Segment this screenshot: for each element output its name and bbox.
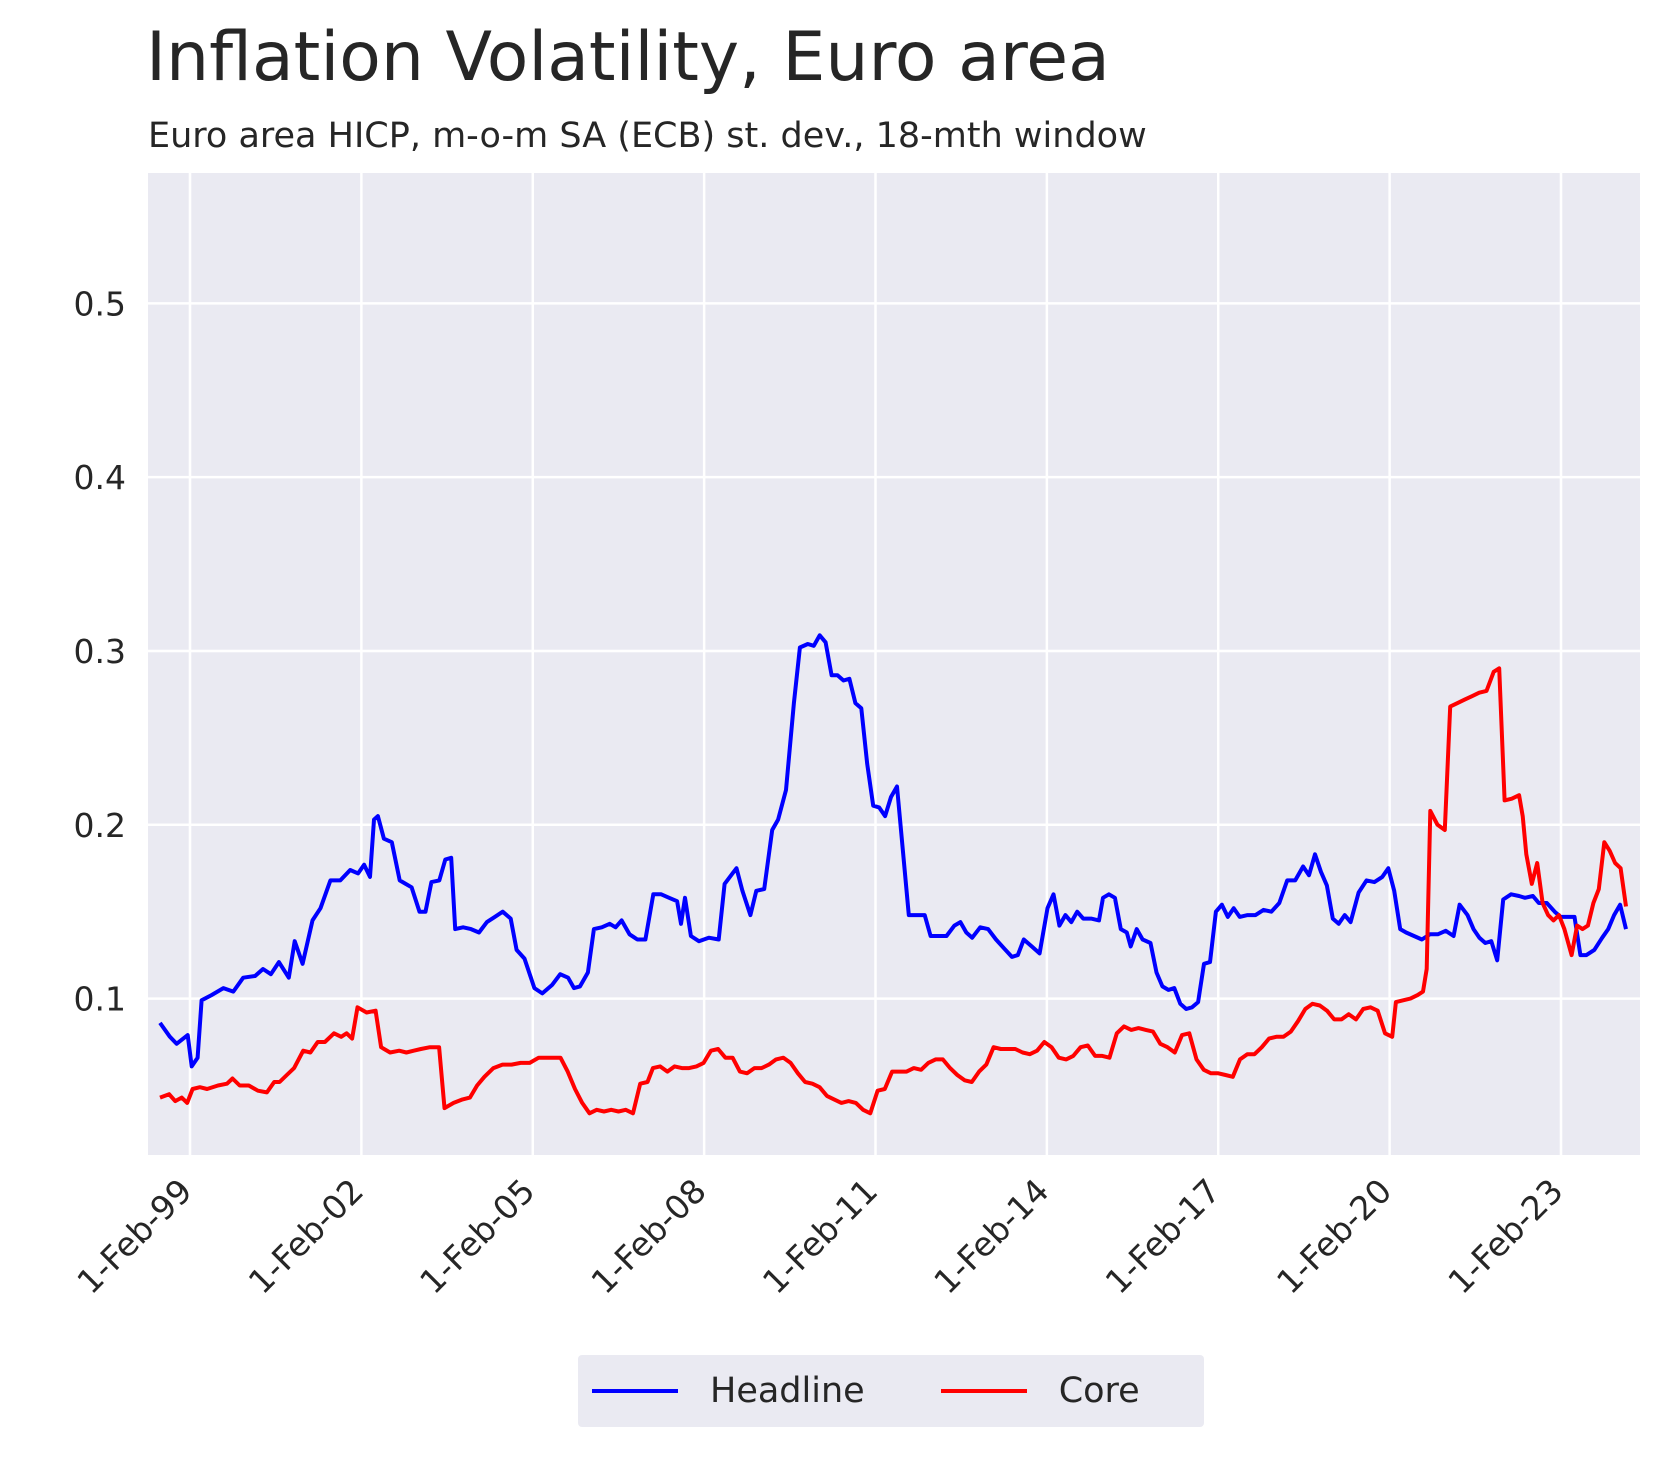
x-tick-label: 1-Feb-20 <box>1269 1171 1399 1301</box>
x-tick-label: 1-Feb-99 <box>69 1171 199 1301</box>
x-tick-label: 1-Feb-02 <box>241 1171 371 1301</box>
series-lines <box>158 633 1628 1116</box>
legend-swatch-headline <box>592 1389 678 1393</box>
chart-subtitle: Euro area HICP, m-o-m SA (ECB) st. dev.,… <box>148 116 1147 156</box>
legend-label-headline: Headline <box>710 1371 865 1411</box>
chart-title: Inflation Volatility, Euro area <box>146 18 1110 97</box>
y-axis-tick-labels: 0.1 0.2 0.3 0.4 0.5 <box>74 284 126 1018</box>
y-tick-label: 0.5 <box>74 284 126 323</box>
plot-area <box>148 173 1640 1155</box>
legend: Headline Core <box>578 1355 1204 1427</box>
x-axis-tick-labels: 1-Feb-99 1-Feb-02 1-Feb-05 1-Feb-08 1-Feb-11… <box>69 1171 1570 1301</box>
x-tick-label: 1-Feb-17 <box>1098 1171 1228 1301</box>
y-tick-label: 0.3 <box>74 632 126 671</box>
y-tick-label: 0.1 <box>74 980 126 1019</box>
gridlines <box>148 173 1640 1155</box>
series-line-headline <box>158 633 1628 1069</box>
legend-item-headline: Headline <box>592 1371 865 1411</box>
x-tick-label: 1-Feb-05 <box>412 1171 542 1301</box>
legend-item-core: Core <box>940 1371 1140 1411</box>
x-tick-label: 1-Feb-14 <box>926 1171 1056 1301</box>
x-tick-label: 1-Feb-23 <box>1440 1171 1570 1301</box>
y-tick-label: 0.2 <box>74 806 126 845</box>
legend-swatch-core <box>940 1389 1027 1393</box>
legend-label-core: Core <box>1058 1371 1140 1411</box>
series-line-core <box>159 666 1628 1116</box>
y-tick-label: 0.4 <box>74 458 126 497</box>
x-tick-label: 1-Feb-08 <box>584 1171 714 1301</box>
x-tick-label: 1-Feb-11 <box>755 1171 885 1301</box>
